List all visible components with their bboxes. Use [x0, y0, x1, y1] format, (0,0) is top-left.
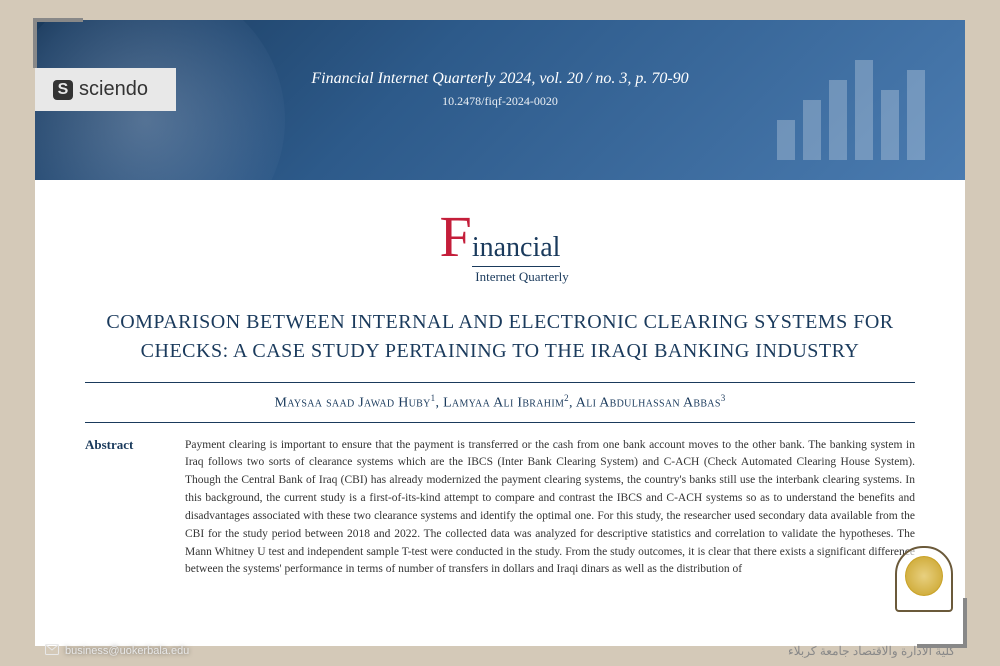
paper-body: Financial Internet Quarterly COMPARISON …: [35, 180, 965, 579]
logo-rest: inancial: [472, 232, 561, 267]
author-3-sup: 3: [721, 393, 726, 403]
title-rule-top: [85, 382, 915, 383]
footer-arabic-text: كلية الادارة والاقتصاد جامعة كربلاء: [788, 644, 955, 658]
title-rule-bottom: [85, 422, 915, 423]
author-3: Ali Abdulhassan Abbas: [576, 396, 721, 411]
doi: 10.2478/fiqf-2024-0020: [35, 94, 965, 109]
header-text-block: Financial Internet Quarterly 2024, vol. …: [35, 70, 965, 109]
bar: [803, 100, 821, 160]
seal-outer-ring: [895, 546, 953, 612]
logo-initial: F: [440, 208, 472, 266]
abstract-section: Abstract Payment clearing is important t…: [85, 437, 915, 580]
author-2-sup: 2: [564, 393, 569, 403]
footer-email-text: business@uokerbala.edu: [65, 645, 189, 657]
abstract-label: Abstract: [85, 437, 155, 580]
mail-icon: [45, 644, 59, 658]
footer-email: business@uokerbala.edu: [45, 644, 189, 658]
document-frame: S sciendo Financial Internet Quarterly 2…: [35, 20, 965, 646]
logo-subtitle: Internet Quarterly: [475, 269, 568, 285]
paper-title: COMPARISON BETWEEN INTERNAL AND ELECTRON…: [85, 308, 915, 366]
frame-corner-top-left: [33, 18, 83, 68]
abstract-text: Payment clearing is important to ensure …: [185, 437, 915, 580]
seal-inner-circle: [905, 556, 943, 596]
journal-logo: Financial Internet Quarterly: [85, 208, 915, 286]
journal-issue-info: Financial Internet Quarterly 2024, vol. …: [35, 70, 965, 88]
fade-overlay: [35, 616, 965, 646]
author-1-sup: 1: [431, 393, 436, 403]
authors-line: Maysaa saad Jawad Huby1, Lamyaa Ali Ibra…: [85, 393, 915, 412]
university-seal: [895, 546, 955, 616]
header-banner: S sciendo Financial Internet Quarterly 2…: [35, 20, 965, 180]
author-2: Lamyaa Ali Ibrahim: [443, 396, 564, 411]
author-1: Maysaa saad Jawad Huby: [274, 396, 430, 411]
bar: [777, 120, 795, 160]
